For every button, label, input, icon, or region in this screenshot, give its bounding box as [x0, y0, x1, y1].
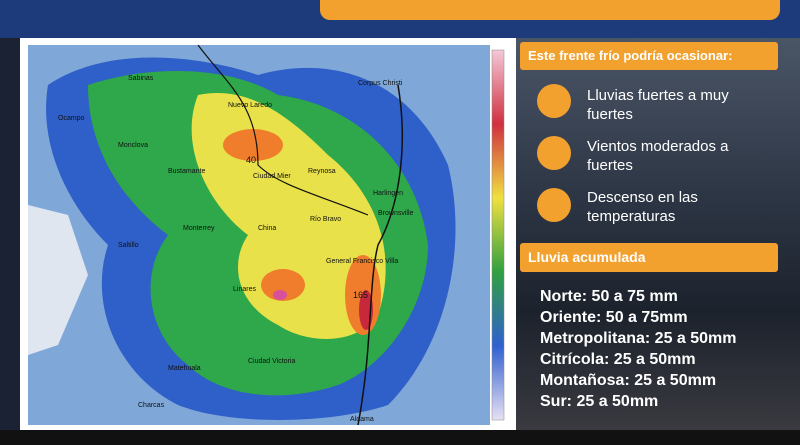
- place-label: Reynosa: [308, 168, 336, 175]
- place-label: General Francisco Villa: [326, 258, 398, 265]
- place-labels: Sabinas Corpus Christi Ocampo Nuevo Laredo M…: [58, 75, 414, 423]
- place-label: China: [258, 225, 276, 232]
- accumulated-item: Oriente: 50 a 75mm: [540, 309, 688, 326]
- place-label: Harlingen: [373, 190, 403, 197]
- rain-core: [223, 129, 283, 161]
- place-label: Ocampo: [58, 115, 85, 122]
- annotation: 165: [353, 290, 368, 300]
- accumulated-item: Metropolitana: 25 a 50mm: [540, 330, 737, 347]
- rain-map: Sabinas Corpus Christi Ocampo Nuevo Laredo M…: [28, 45, 505, 426]
- rain-core: [273, 290, 287, 300]
- place-label: Matehuala: [168, 365, 201, 372]
- place-label: Sabinas: [128, 75, 154, 82]
- place-label: Monterrey: [183, 225, 215, 232]
- effect: Descenso en las temperaturas: [587, 189, 698, 225]
- accumulated-item: Sur: 25 a 50mm: [540, 393, 659, 410]
- header-banner: [320, 0, 780, 20]
- place-label: Ciudad Victoria: [248, 358, 295, 365]
- place-label: Brownsville: [378, 210, 414, 217]
- place-label: Río Bravo: [310, 216, 341, 223]
- wind-icon: [537, 136, 571, 170]
- rain-icon: [537, 84, 571, 118]
- place-label: Ciudad Mier: [253, 173, 291, 180]
- place-label: Saltillo: [118, 242, 139, 249]
- temp-icon: [537, 188, 571, 222]
- rain-core: [261, 269, 305, 301]
- footer-band: [0, 430, 800, 445]
- effect: Vientos moderados a fuertes: [587, 138, 729, 174]
- accumulated-item: Norte: 50 a 75 mm: [540, 288, 678, 305]
- annotation: 40: [246, 155, 256, 165]
- accumulated-item: Citrícola: 25 a 50mm: [540, 351, 696, 368]
- place-label: Monclova: [118, 142, 148, 149]
- place-label: Corpus Christi: [358, 80, 403, 87]
- panel-heading: Este frente frío podría ocasionar:: [520, 42, 778, 70]
- place-label: Linares: [233, 286, 256, 293]
- border: [197, 45, 369, 216]
- place-label: Bustamante: [168, 168, 205, 175]
- place-label: Nuevo Laredo: [228, 102, 272, 109]
- place-label: Charcas: [138, 402, 165, 409]
- accumulated-item: Montañosa: 25 a 50mm: [540, 372, 717, 389]
- coastline: [357, 84, 403, 426]
- colorbar: [491, 49, 505, 421]
- place-label: Aldama: [350, 416, 374, 423]
- accumulated-heading: Lluvia acumulada: [520, 243, 778, 272]
- dry-area: [28, 205, 88, 355]
- effect: Lluvias fuertes a muy fuertes: [587, 87, 729, 123]
